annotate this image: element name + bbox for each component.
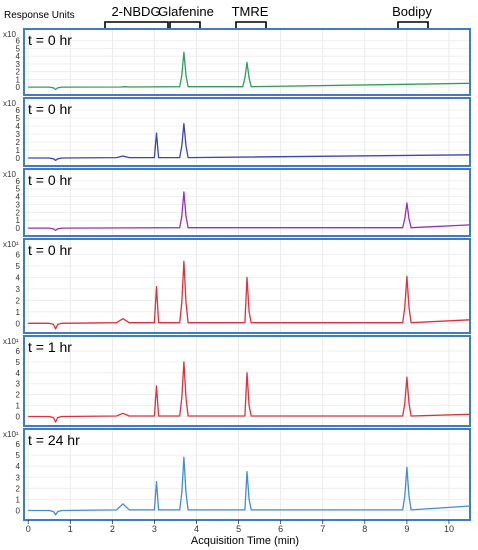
y-multiplier-label: x10¹ <box>3 240 19 249</box>
y-tick-label: 1 <box>16 216 21 225</box>
y-tick-label: 2 <box>16 296 21 305</box>
x-tick-label: 0 <box>26 524 31 534</box>
y-tick-label: 6 <box>16 37 21 46</box>
y-tick-label: 4 <box>16 52 21 61</box>
y-tick-label: 5 <box>16 451 21 460</box>
y-tick-label: 6 <box>16 106 21 115</box>
peak-label-tmre: TMRE <box>232 4 269 19</box>
y-tick-label: 0 <box>16 506 21 515</box>
y-tick-label: 3 <box>16 60 21 69</box>
y-tick-label: 6 <box>16 440 21 449</box>
x-tick-label: 9 <box>404 524 409 534</box>
y-tick-label: 3 <box>16 200 21 209</box>
peak-label-glafenine: Glafenine <box>158 4 214 19</box>
y-tick-label: 6 <box>16 250 21 259</box>
y-tick-label: 5 <box>16 114 21 123</box>
y-multiplier-label: x10 <box>3 170 16 179</box>
y-tick-label: 0 <box>16 224 21 233</box>
y-tick-label: 1 <box>16 495 21 504</box>
x-tick-label: 2 <box>110 524 115 534</box>
y-multiplier-label: x10¹ <box>3 337 19 346</box>
x-tick-label: 10 <box>444 524 454 534</box>
y-axis-title: Response Units <box>4 10 75 21</box>
y-tick-label: 1 <box>16 402 21 411</box>
x-tick-label: 5 <box>236 524 241 534</box>
y-tick-label: 2 <box>16 484 21 493</box>
y-tick-label: 2 <box>16 138 21 147</box>
panel-time-label: t = 0 hr <box>28 32 72 48</box>
peak-label-bodipy: Bodipy <box>392 4 432 19</box>
y-tick-label: 5 <box>16 44 21 53</box>
y-tick-label: 5 <box>16 358 21 367</box>
x-axis: 0 1 2 3 4 5 6 7 8 9 10 <box>26 520 454 534</box>
panel-frame <box>23 168 471 237</box>
x-tick-label: 8 <box>362 524 367 534</box>
y-tick-label: 4 <box>16 122 21 131</box>
y-tick-label: 5 <box>16 262 21 271</box>
y-tick-label: 1 <box>16 308 21 317</box>
y-tick-label: 3 <box>16 285 21 294</box>
x-tick-label: 3 <box>152 524 157 534</box>
peak-label-group: 2-NBDG Glafenine TMRE Bodipy <box>104 4 432 29</box>
y-tick-label: 2 <box>16 208 21 217</box>
y-tick-label: 4 <box>16 462 21 471</box>
panel-time-label: t = 0 hr <box>28 101 72 117</box>
chromatogram-trace <box>28 191 471 232</box>
y-tick-label: 0 <box>16 413 21 422</box>
y-tick-label: 1 <box>16 75 21 84</box>
y-tick-label: 3 <box>16 130 21 139</box>
chromatogram-trace <box>28 260 471 330</box>
panel-time-label: t = 24 hr <box>28 432 80 448</box>
panel-time-label: t = 0 hr <box>28 242 72 258</box>
y-tick-label: 3 <box>16 473 21 482</box>
bracket-2nbdg <box>104 21 169 29</box>
y-tick-label: 2 <box>16 68 21 77</box>
y-tick-label: 5 <box>16 185 21 194</box>
panel-time-label: t = 1 hr <box>28 339 72 355</box>
chromatogram-trace <box>28 122 471 162</box>
chromatogram-trace <box>28 456 471 516</box>
y-multiplier-label: x10 <box>3 99 16 108</box>
y-tick-label: 3 <box>16 380 21 389</box>
x-tick-label: 1 <box>68 524 73 534</box>
x-tick-label: 6 <box>278 524 283 534</box>
y-tick-label: 0 <box>16 319 21 328</box>
chromatogram-trace <box>28 361 471 423</box>
y-tick-label: 1 <box>16 146 21 155</box>
y-tick-label: 0 <box>16 154 21 163</box>
y-multiplier-label: x10 <box>3 30 16 39</box>
y-tick-label: 6 <box>16 347 21 356</box>
y-tick-label: 2 <box>16 391 21 400</box>
x-axis-title: Acquisition Time (min) <box>191 535 299 547</box>
y-tick-label: 4 <box>16 193 21 202</box>
y-tick-label: 4 <box>16 273 21 282</box>
y-multiplier-label: x10¹ <box>3 430 19 439</box>
peak-label-2nbdg: 2-NBDG <box>111 4 160 19</box>
bracket-tmre <box>235 21 267 29</box>
chromatogram-trace <box>28 51 471 91</box>
y-tick-label: 4 <box>16 369 21 378</box>
bracket-bodipy <box>397 21 429 29</box>
x-tick-label: 4 <box>194 524 199 534</box>
x-tick-label: 7 <box>320 524 325 534</box>
panel-time-label: t = 0 hr <box>28 172 72 188</box>
y-tick-label: 6 <box>16 177 21 186</box>
y-tick-label: 0 <box>16 83 21 92</box>
panel-frame <box>23 97 471 167</box>
bracket-glafenine <box>169 21 201 29</box>
